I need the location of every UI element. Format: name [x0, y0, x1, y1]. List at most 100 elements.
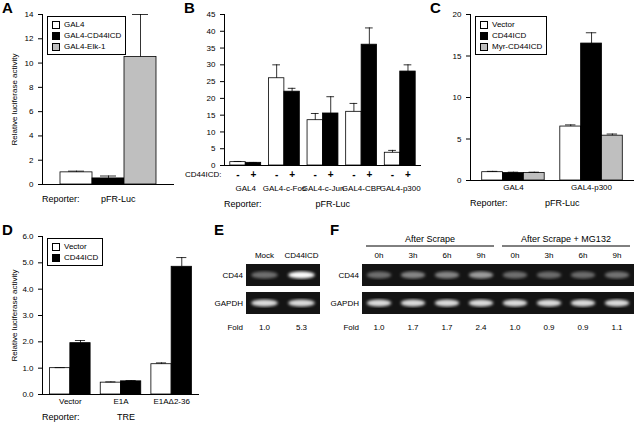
- svg-text:After Scrape + MG132: After Scrape + MG132: [521, 234, 611, 244]
- svg-text:40: 40: [207, 27, 216, 36]
- svg-text:35: 35: [207, 44, 216, 53]
- html-text:GAL4-Elk-1: GAL4-Elk-1: [64, 42, 106, 51]
- svg-text:GAL4-CBP: GAL4-CBP: [342, 184, 382, 193]
- svg-text:10: 10: [453, 93, 462, 102]
- svg-text:10: 10: [207, 128, 216, 137]
- html-text:B: B: [184, 0, 195, 16]
- svg-text:1.7: 1.7: [407, 323, 419, 332]
- svg-text:-: -: [314, 169, 317, 180]
- svg-text:20: 20: [207, 94, 216, 103]
- svg-text:5.0: 5.0: [22, 258, 34, 267]
- svg-text:5: 5: [457, 135, 462, 144]
- svg-text:1.1: 1.1: [611, 323, 623, 332]
- html-text:Reporter:: Reporter:: [470, 198, 508, 208]
- svg-text:5.3: 5.3: [296, 323, 308, 332]
- svg-text:3.0: 3.0: [22, 311, 34, 320]
- html-text:Reporter:: Reporter:: [42, 412, 80, 422]
- svg-text:14: 14: [25, 10, 34, 19]
- svg-text:9h: 9h: [477, 251, 486, 260]
- svg-text:0.9: 0.9: [543, 323, 555, 332]
- svg-text:2.0: 2.0: [22, 337, 34, 346]
- svg-text:+: +: [366, 169, 372, 180]
- svg-text:E1AΔ2-36: E1AΔ2-36: [153, 397, 190, 406]
- svg-text:GAL4-p300: GAL4-p300: [380, 184, 421, 193]
- svg-text:4: 4: [29, 131, 34, 140]
- svg-text:Vector: Vector: [59, 397, 82, 406]
- html-text:A: A: [2, 0, 13, 16]
- svg-text:GAL4: GAL4: [503, 183, 524, 192]
- html-text:pFR-Luc: pFR-Luc: [315, 199, 351, 209]
- svg-text:+: +: [251, 169, 257, 180]
- svg-text:2.4: 2.4: [475, 323, 487, 332]
- svg-text:-: -: [391, 169, 394, 180]
- svg-text:20: 20: [453, 10, 462, 19]
- svg-text:15: 15: [453, 52, 462, 61]
- svg-text:+: +: [289, 169, 295, 180]
- svg-text:-: -: [275, 169, 278, 180]
- svg-text:2: 2: [29, 156, 34, 165]
- svg-text:8: 8: [29, 83, 34, 92]
- svg-text:9h: 9h: [613, 251, 622, 260]
- svg-text:3h: 3h: [409, 251, 418, 260]
- svg-text:Relative luciferase activity: Relative luciferase activity: [10, 269, 19, 361]
- svg-text:30: 30: [207, 60, 216, 69]
- svg-text:15: 15: [207, 111, 216, 120]
- svg-text:10: 10: [25, 59, 34, 68]
- svg-text:After Scrape: After Scrape: [405, 234, 455, 244]
- svg-text:6h: 6h: [443, 251, 452, 260]
- svg-text:0.9: 0.9: [577, 323, 589, 332]
- svg-text:CD44: CD44: [339, 271, 360, 280]
- html-text:GAL4-CD44ICD: GAL4-CD44ICD: [64, 31, 122, 40]
- svg-text:1.0: 1.0: [259, 323, 271, 332]
- svg-text:0: 0: [29, 180, 34, 189]
- svg-text:3h: 3h: [545, 251, 554, 260]
- svg-text:1.7: 1.7: [441, 323, 453, 332]
- svg-text:GAL4: GAL4: [236, 184, 257, 193]
- svg-text:4.0: 4.0: [22, 285, 34, 294]
- svg-text:-: -: [352, 169, 355, 180]
- svg-text:Mock: Mock: [255, 251, 275, 260]
- svg-text:1.0: 1.0: [509, 323, 521, 332]
- svg-text:6h: 6h: [579, 251, 588, 260]
- html-text:pFR-Luc: pFR-Luc: [545, 198, 580, 208]
- svg-text:6.0: 6.0: [22, 232, 34, 241]
- html-text:CD44ICD: CD44ICD: [492, 31, 527, 40]
- svg-text:GAL4-c-Fos: GAL4-c-Fos: [263, 184, 306, 193]
- svg-text:E1A: E1A: [113, 397, 129, 406]
- svg-text:CD44ICD: CD44ICD: [284, 251, 318, 260]
- svg-text:5: 5: [211, 144, 216, 153]
- svg-text:1.0: 1.0: [22, 364, 34, 373]
- html-text:C: C: [430, 0, 441, 16]
- svg-text:GAL4-c-Jun: GAL4-c-Jun: [302, 184, 345, 193]
- html-text:Reporter:: Reporter:: [42, 194, 80, 204]
- html-text:Reporter:: Reporter:: [224, 199, 262, 209]
- html-text:GAL4: GAL4: [64, 20, 85, 29]
- svg-text:GAPDH: GAPDH: [331, 299, 360, 308]
- svg-text:25: 25: [207, 77, 216, 86]
- svg-text:0h: 0h: [375, 251, 384, 260]
- svg-text:1.0: 1.0: [373, 323, 385, 332]
- svg-text:6: 6: [29, 107, 34, 116]
- svg-text:Fold: Fold: [343, 323, 359, 332]
- html-text:E: E: [214, 221, 224, 238]
- html-text:F: F: [330, 221, 340, 238]
- svg-text:Fold: Fold: [227, 323, 243, 332]
- svg-text:0h: 0h: [511, 251, 520, 260]
- svg-text:0.0: 0.0: [22, 390, 34, 399]
- svg-text:0: 0: [211, 161, 216, 170]
- svg-text:-: -: [236, 169, 239, 180]
- html-text:Vector: Vector: [492, 20, 515, 29]
- svg-text:GAL4-p300: GAL4-p300: [571, 183, 612, 192]
- svg-text:+: +: [328, 169, 334, 180]
- svg-text:CD44ICD:: CD44ICD:: [185, 170, 221, 179]
- svg-text:GAPDH: GAPDH: [215, 299, 244, 308]
- svg-text:Relative luciferase activity: Relative luciferase activity: [10, 53, 19, 145]
- svg-text:45: 45: [207, 10, 216, 19]
- svg-text:0: 0: [457, 176, 462, 185]
- svg-text:+: +: [405, 169, 411, 180]
- svg-text:CD44: CD44: [223, 271, 244, 280]
- html-text:pFR-Luc: pFR-Luc: [101, 194, 136, 204]
- svg-text:12: 12: [25, 34, 34, 43]
- html-text:D: D: [2, 221, 13, 238]
- html-text:TRE: TRE: [116, 412, 135, 422]
